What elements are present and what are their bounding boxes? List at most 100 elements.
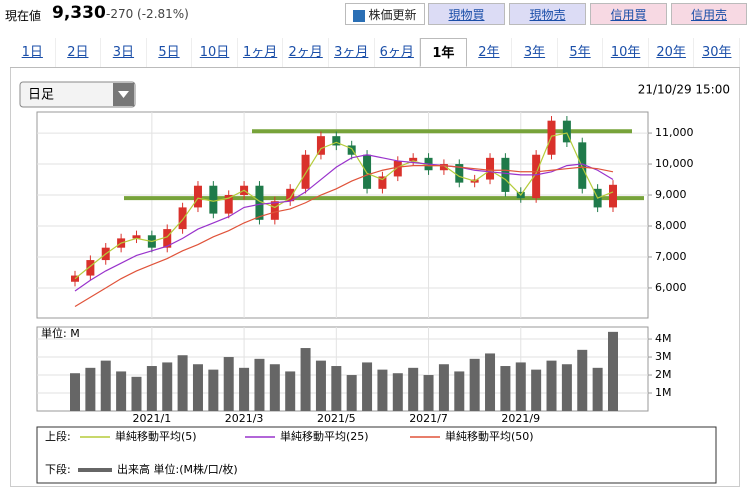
candle-body — [439, 164, 448, 171]
volume-bar — [438, 364, 449, 411]
buy-button[interactable]: 現物買 — [428, 3, 505, 25]
y-tick-label: 9,000 — [655, 188, 687, 201]
legend-upper-label: 上段: — [45, 429, 71, 443]
dropdown[interactable] — [19, 81, 136, 108]
legend-label: 単純移動平均(5) — [115, 429, 197, 443]
candle-body — [609, 184, 617, 208]
legend-label: 単純移動平均(25) — [280, 429, 369, 443]
period-tab[interactable]: 6ヶ月 — [375, 38, 421, 67]
period-tab[interactable]: 5日 — [147, 38, 193, 67]
candle-body — [562, 120, 571, 143]
volume-bar — [300, 348, 311, 411]
volume-bar — [254, 358, 265, 411]
volume-bar — [285, 371, 296, 411]
volume-bar — [315, 360, 326, 411]
volume-bar — [485, 353, 496, 411]
moving-average-line — [74, 132, 614, 280]
candle-body — [486, 157, 495, 180]
volume-bar — [346, 375, 357, 411]
candle-body — [455, 164, 464, 183]
candle-body — [86, 260, 95, 276]
volume-bar — [146, 366, 157, 411]
period-tab[interactable]: 20年 — [649, 38, 695, 67]
period-tab[interactable]: 2ヶ月 — [283, 38, 329, 67]
volume-bar — [208, 369, 219, 411]
period-tab[interactable]: 2日 — [56, 38, 102, 67]
volume-bar — [116, 371, 127, 411]
candle-body — [255, 185, 264, 220]
price-panel — [36, 111, 649, 319]
price-label: 現在値 — [5, 9, 42, 23]
x-tick-label: 2021/3 — [225, 412, 264, 425]
candle-body — [578, 142, 587, 189]
period-tab[interactable]: 3年 — [512, 38, 558, 67]
header: 現在値 9,330 -270 (-2.81%) 株価更新 現物買 現物売 信用買… — [0, 0, 750, 30]
volume-bar — [577, 349, 588, 411]
period-tab[interactable]: 1年 — [420, 38, 467, 67]
price: 9,330 — [52, 3, 106, 23]
candle-body — [270, 201, 279, 220]
sell-button[interactable]: 現物売 — [509, 3, 586, 25]
period-tab[interactable]: 10日 — [192, 38, 238, 67]
moving-average-line — [74, 164, 614, 308]
refresh-icon — [353, 9, 366, 22]
legend-label: 出来高 単位:(M株/口/枚) — [117, 462, 238, 476]
y-tick-label: 1M — [655, 386, 672, 399]
volume-bar — [546, 360, 557, 411]
candle-body — [209, 185, 218, 214]
x-tick-label: 2021/7 — [409, 412, 448, 425]
volume-bar — [454, 371, 465, 411]
period-tab[interactable]: 2年 — [467, 38, 513, 67]
price-change: -270 (-2.81%) — [106, 7, 189, 21]
period-tab[interactable]: 3日 — [101, 38, 147, 67]
candle-body — [409, 157, 418, 161]
legend-lower-label: 下段: — [45, 462, 71, 476]
candle-body — [316, 136, 325, 155]
candle-body — [193, 185, 202, 208]
volume-bar — [70, 373, 80, 411]
period-tab[interactable]: 1日 — [10, 38, 56, 67]
period-tab[interactable]: 5年 — [558, 38, 604, 67]
y-tick-label: 10,000 — [655, 157, 694, 170]
volume-bar — [331, 366, 342, 411]
x-tick-label: 2021/5 — [317, 412, 356, 425]
x-tick-label: 2021/9 — [501, 412, 540, 425]
volume-bar — [239, 367, 250, 411]
candle-body — [301, 154, 310, 189]
volume-bar — [269, 364, 280, 411]
volume-bar — [608, 331, 618, 411]
volume-bar — [100, 360, 111, 411]
candle-body — [393, 160, 402, 177]
volume-bar — [423, 375, 434, 411]
legend-box — [36, 426, 717, 484]
period-tab[interactable]: 3ヶ月 — [329, 38, 375, 67]
period-tab[interactable]: 30年 — [694, 38, 740, 67]
volume-bar — [592, 367, 603, 411]
volume-bar — [223, 357, 234, 411]
refresh-button[interactable]: 株価更新 — [345, 3, 425, 25]
period-tab[interactable]: 1ヶ月 — [238, 38, 284, 67]
candle-body — [363, 154, 372, 189]
candle-body — [378, 176, 387, 189]
volume-bar — [192, 364, 203, 411]
margin-sell-button[interactable]: 信用売 — [671, 3, 747, 25]
period-tabs: 1日 2日 3日 5日 10日 1ヶ月 2ヶ月 3ヶ月 6ヶ月 1年 2年 3年 5年 10年 20年 30年 — [10, 38, 740, 68]
period-tab[interactable]: 10年 — [603, 38, 649, 67]
volume-bar — [408, 367, 419, 411]
y-tick-label: 6,000 — [655, 281, 687, 294]
margin-buy-button[interactable]: 信用買 — [590, 3, 667, 25]
y-tick-label: 3M — [655, 350, 672, 363]
candle-body — [347, 145, 356, 155]
volume-bar — [561, 364, 572, 411]
dropdown-text: 日足 — [28, 88, 54, 103]
volume-bar — [362, 362, 373, 411]
volume-bar — [500, 366, 511, 411]
volume-bar — [531, 369, 542, 411]
y-tick-label: 7,000 — [655, 250, 687, 263]
candle-body — [501, 157, 510, 192]
y-tick-label: 8,000 — [655, 219, 687, 232]
candle-body — [286, 188, 295, 202]
candle-body — [332, 136, 341, 146]
moving-average-line — [74, 154, 614, 292]
